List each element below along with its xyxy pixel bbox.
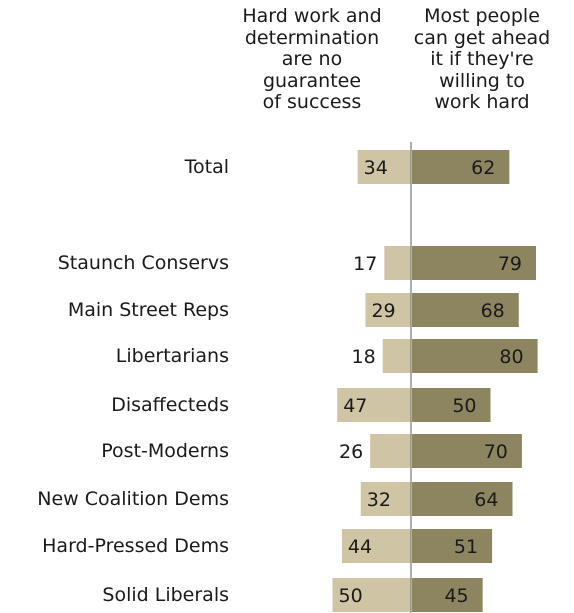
right-value-label: 64 xyxy=(474,489,498,511)
left-value-label: 32 xyxy=(367,489,391,511)
right-value-label: 62 xyxy=(471,157,495,179)
left-value-label: 50 xyxy=(339,585,363,607)
left-value-label: 44 xyxy=(348,536,372,558)
category-label: Disaffecteds xyxy=(111,394,229,416)
right-value-label: 45 xyxy=(444,585,468,607)
left-value-label: 47 xyxy=(343,395,367,417)
left-value-label: 26 xyxy=(339,441,363,463)
right-value-label: 80 xyxy=(499,346,523,368)
left-bar xyxy=(370,434,411,468)
left-value-label: 29 xyxy=(371,300,395,322)
left-bar xyxy=(383,339,411,373)
left-value-label: 34 xyxy=(364,157,388,179)
right-bar xyxy=(412,529,492,563)
right-bar xyxy=(412,388,491,422)
left-value-label: 17 xyxy=(353,253,377,275)
right-value-label: 79 xyxy=(498,253,522,275)
category-label: Total xyxy=(184,156,229,178)
category-label: Solid Liberals xyxy=(102,584,229,606)
right-value-label: 50 xyxy=(452,395,476,417)
category-label: Main Street Reps xyxy=(68,299,229,321)
right-value-label: 51 xyxy=(454,536,478,558)
category-label: Hard-Pressed Dems xyxy=(42,535,229,557)
right-value-label: 68 xyxy=(481,300,505,322)
category-label: Libertarians xyxy=(116,345,229,367)
left-value-label: 18 xyxy=(352,346,376,368)
category-label: Staunch Conservs xyxy=(58,252,229,274)
category-label: Post-Moderns xyxy=(101,440,229,462)
category-label: New Coalition Dems xyxy=(37,488,229,510)
right-value-label: 70 xyxy=(484,441,508,463)
left-bar xyxy=(384,246,411,280)
